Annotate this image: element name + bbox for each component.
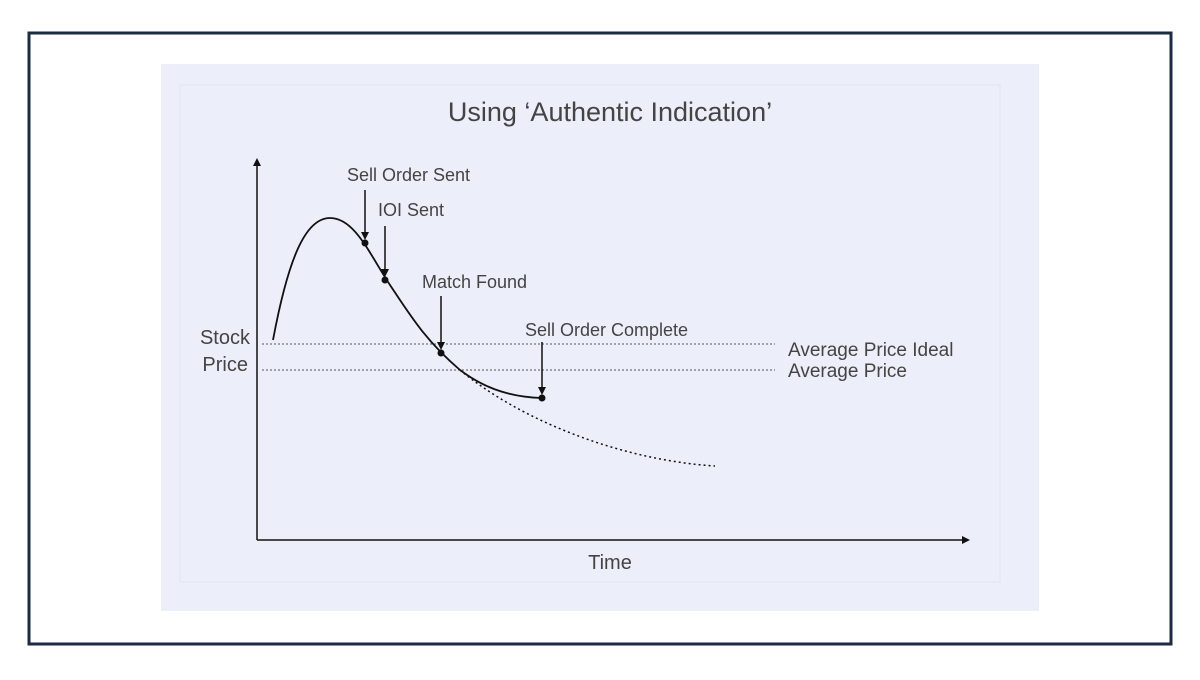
title: Using ‘Authentic Indication’ xyxy=(448,97,772,127)
annotation: Sell Order Sent xyxy=(347,165,470,185)
reference-label: Average Price Ideal xyxy=(788,340,953,361)
y-axis-label: Stock xyxy=(200,327,251,349)
reference-label: Average Price xyxy=(788,361,907,382)
y-axis-label: Price xyxy=(202,354,248,376)
annotation: Sell Order Complete xyxy=(525,320,688,340)
annotation: Match Found xyxy=(422,272,527,292)
x-axis-label: Time xyxy=(588,552,632,574)
panel xyxy=(161,64,1039,611)
event-dot xyxy=(538,394,546,402)
panel-inner xyxy=(179,84,1001,583)
event-dot xyxy=(361,239,369,247)
annotation: IOI Sent xyxy=(378,200,444,220)
event-dot xyxy=(437,349,445,357)
ideal-curve xyxy=(459,369,716,467)
event-dot xyxy=(381,276,389,284)
